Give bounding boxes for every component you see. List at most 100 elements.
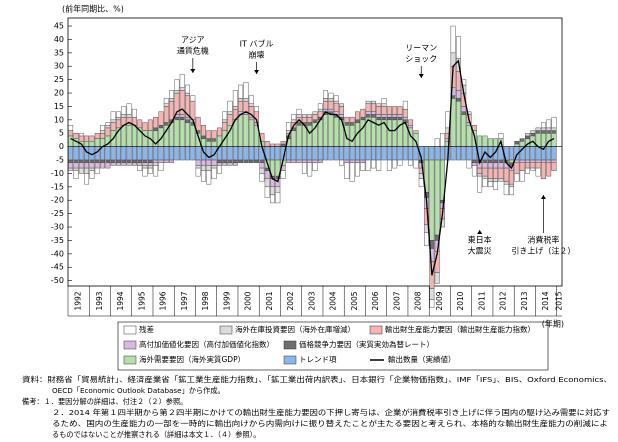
bar-segment — [317, 108, 323, 113]
bar-segment — [301, 159, 307, 163]
x-tick-label: 2015 — [554, 291, 563, 310]
bar-segment — [429, 288, 435, 300]
bar-segment — [487, 162, 493, 169]
bar-segment — [482, 162, 488, 169]
bar-segment — [116, 111, 121, 118]
bar-segment — [333, 103, 339, 113]
x-tick-label: 2001 — [265, 291, 274, 310]
bar-segment — [386, 159, 392, 171]
bar-segment — [328, 98, 334, 102]
bar-segment — [169, 100, 175, 121]
bar-segment — [163, 98, 169, 104]
x-tick-label: 2011 — [477, 291, 486, 310]
bar-segment — [259, 162, 265, 169]
y-tick-label: 35 — [54, 48, 64, 57]
bar-segment — [121, 146, 127, 161]
bar-segment — [317, 146, 323, 161]
bar-segment — [131, 159, 137, 163]
bar-segment — [487, 167, 493, 180]
legend-label: 高付加価値化要因（高付加価値化指数） — [139, 339, 274, 349]
annotation: ショック — [405, 55, 437, 64]
bar-segment — [89, 159, 95, 163]
bar-segment — [158, 111, 164, 126]
bar-segment — [477, 173, 483, 177]
bar-segment — [174, 90, 180, 94]
bar-segment — [519, 138, 525, 142]
annotation: リーマン — [405, 44, 437, 53]
bar-segment — [68, 162, 74, 169]
bar-segment — [530, 162, 536, 169]
bar-segment — [153, 127, 159, 131]
note: ２．2014 年第１四半期から第２四半期にかけての輸出財生産能力要因の下押し寄与… — [52, 408, 610, 417]
bar-segment — [121, 162, 127, 166]
bar-segment — [307, 116, 313, 123]
bar-segment — [89, 162, 95, 169]
y-tick-label: 5 — [59, 129, 64, 138]
bar-segment — [498, 178, 504, 182]
x-tick-label: 2000 — [244, 291, 253, 310]
bar-segment — [105, 159, 111, 163]
bar-segment — [201, 135, 206, 139]
bar-segment — [525, 162, 530, 169]
bar-segment — [307, 114, 313, 118]
bar-segment — [291, 159, 297, 163]
bar-segment — [540, 162, 546, 180]
bar-segment — [78, 167, 84, 174]
x-tick-label: 2013 — [520, 291, 529, 310]
bar-segment — [211, 159, 217, 166]
bar-segment — [174, 116, 180, 121]
bar-segment — [450, 146, 456, 161]
bar-segment — [493, 138, 499, 147]
bar-segment — [286, 146, 291, 161]
bar-segment — [296, 159, 302, 163]
bar-segment — [434, 159, 440, 236]
bar-segment — [392, 146, 398, 161]
bar-segment — [365, 100, 371, 104]
bar-segment — [280, 170, 286, 179]
bar-segment — [339, 159, 344, 166]
bar-segment — [530, 167, 536, 171]
bar-segment — [147, 167, 153, 174]
bar-segment — [68, 167, 74, 171]
bar-segment — [84, 141, 90, 147]
bar-segment — [392, 114, 398, 118]
bar-segment — [461, 106, 467, 113]
bar-segment — [386, 106, 392, 115]
bar-segment — [551, 127, 557, 131]
bar-segment — [68, 130, 74, 137]
bar-segment — [312, 159, 318, 163]
bar-segment — [232, 90, 238, 107]
bar-segment — [312, 162, 318, 171]
bar-segment — [169, 146, 175, 161]
bar-segment — [540, 133, 546, 147]
bar-segment — [147, 165, 153, 169]
bar-segment — [206, 130, 212, 139]
bar-segment — [370, 114, 376, 118]
bar-segment — [243, 82, 249, 99]
bar-segment — [158, 162, 164, 171]
bar-segment — [73, 170, 79, 179]
bar-segment — [126, 124, 132, 147]
bar-segment — [424, 232, 429, 246]
bar-segment — [402, 146, 408, 161]
bar-segment — [121, 159, 127, 163]
bar-segment — [94, 133, 100, 139]
bar-segment — [84, 167, 90, 174]
x-tick-label: 2012 — [499, 291, 508, 310]
bar-segment — [307, 162, 313, 177]
bar-segment — [355, 146, 360, 161]
bar-segment — [386, 116, 392, 121]
bar-segment — [73, 167, 79, 171]
bar-segment — [503, 167, 509, 182]
bar-segment — [434, 272, 440, 284]
bar-segment — [344, 124, 350, 147]
bar-segment — [461, 111, 467, 115]
bar-segment — [397, 146, 403, 161]
x-tick-label: 1998 — [201, 291, 210, 310]
bar-segment — [397, 159, 403, 166]
y-tick-label: -5 — [56, 156, 64, 165]
legend-swatch — [123, 325, 137, 335]
bar-segment — [110, 146, 116, 161]
bar-segment — [551, 130, 557, 134]
arrow-head — [540, 195, 546, 199]
